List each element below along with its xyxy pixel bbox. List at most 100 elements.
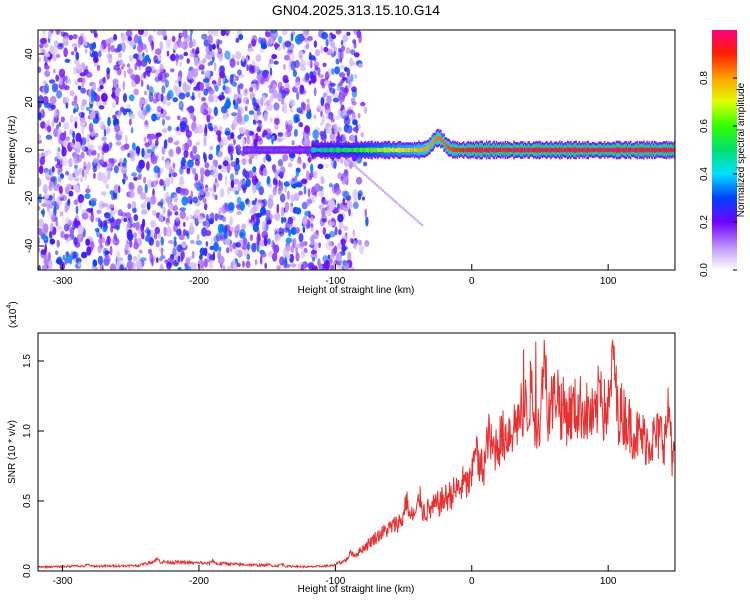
noise-speckle (287, 119, 293, 126)
noise-speckle (314, 242, 319, 252)
ridge-segment (663, 147, 666, 153)
noise-speckle (217, 173, 223, 181)
noise-speckle (256, 242, 260, 253)
noise-speckle (57, 146, 61, 153)
ridge-segment (264, 149, 266, 151)
noise-speckle (140, 79, 144, 88)
noise-speckle (307, 188, 311, 198)
noise-speckle (38, 264, 41, 270)
ridge-segment (300, 149, 302, 151)
noise-speckle (246, 241, 250, 251)
ridge-segment (577, 148, 580, 153)
ridge-segment (631, 148, 633, 152)
noise-speckle (255, 212, 262, 218)
noise-speckle (56, 183, 60, 189)
noise-speckle (287, 162, 293, 168)
noise-speckle (255, 104, 259, 109)
noise-speckle (66, 183, 73, 190)
noise-speckle (299, 63, 305, 68)
noise-speckle (121, 65, 124, 70)
spectrogram-y-tick-label: 40 (24, 48, 35, 60)
ridge-segment (383, 147, 385, 153)
noise-speckle (129, 118, 132, 126)
ridge-segment (538, 147, 540, 153)
noise-speckle (337, 213, 344, 223)
noise-speckle (328, 182, 333, 188)
ridge-segment (603, 147, 606, 153)
colorbar-ticks: 0.0 0.2 0.4 0.6 0.8 (699, 71, 737, 277)
noise-speckle (118, 59, 123, 66)
ridge-segment (499, 147, 501, 153)
noise-speckle (246, 56, 249, 64)
ridge-segment (495, 147, 498, 153)
spectrogram-xlabel: Height of straight line (km) (298, 285, 415, 296)
ridge-segment (477, 147, 479, 153)
noise-speckle (131, 74, 136, 81)
noise-speckle (55, 74, 60, 82)
noise-speckle (267, 238, 271, 245)
ridge-segment (357, 147, 359, 153)
noise-speckle (123, 217, 128, 223)
noise-speckle (290, 227, 297, 235)
noise-speckle (260, 251, 267, 258)
noise-speckle (337, 108, 342, 117)
noise-speckle (143, 200, 147, 209)
noise-speckle (45, 200, 51, 205)
noise-speckle (210, 237, 214, 245)
noise-speckle (249, 86, 254, 93)
noise-speckle (169, 68, 175, 73)
noise-speckle (119, 264, 124, 270)
noise-speckle (52, 192, 56, 203)
noise-speckle (207, 34, 213, 45)
ridge-segment (280, 149, 283, 151)
noise-speckle (236, 97, 242, 104)
noise-speckle (51, 166, 55, 173)
noise-speckle (236, 263, 241, 268)
noise-speckle (48, 210, 53, 218)
noise-speckle (342, 34, 348, 43)
noise-speckle (320, 96, 325, 107)
noise-speckle (222, 77, 226, 83)
noise-speckle (161, 146, 166, 155)
ridge-segment (602, 148, 605, 152)
noise-speckle (69, 114, 74, 124)
noise-speckle (183, 221, 186, 227)
noise-speckle (259, 97, 264, 107)
noise-speckle (217, 223, 224, 234)
ridge-segment (445, 143, 448, 148)
noise-speckle (361, 171, 364, 175)
noise-speckle (312, 129, 320, 140)
ridge-segment (561, 147, 563, 153)
noise-speckle (105, 183, 110, 190)
ridge-segment (295, 149, 297, 151)
noise-speckle (331, 92, 339, 100)
ridge-segment (483, 147, 486, 153)
noise-speckle (213, 241, 219, 252)
ridge-segment (355, 147, 357, 153)
noise-speckle (278, 35, 283, 44)
ridge-segment (323, 148, 325, 152)
noise-speckle (154, 48, 162, 55)
noise-speckle (272, 252, 278, 262)
noise-speckle (273, 244, 280, 254)
noise-speckle (105, 126, 111, 135)
snr-multiplier-close: ) (8, 301, 19, 304)
ridge-segment (322, 148, 324, 152)
noise-speckle (73, 177, 80, 182)
noise-speckle (192, 168, 197, 175)
noise-speckle (160, 93, 164, 102)
noise-speckle (78, 111, 85, 118)
ridge-segment (447, 144, 450, 150)
noise-speckle (320, 110, 323, 117)
ridge-segment (508, 147, 511, 153)
ridge-segment (458, 147, 461, 153)
noise-speckle (322, 227, 326, 235)
ridge-segment (419, 147, 421, 153)
noise-speckle (244, 89, 248, 94)
colorbar-tick-label: 0.2 (699, 215, 710, 229)
noise-speckle (330, 40, 336, 49)
ridge-segment (418, 147, 420, 153)
noise-speckle (284, 82, 290, 90)
noise-speckle (229, 243, 233, 253)
noise-speckle (352, 189, 359, 200)
